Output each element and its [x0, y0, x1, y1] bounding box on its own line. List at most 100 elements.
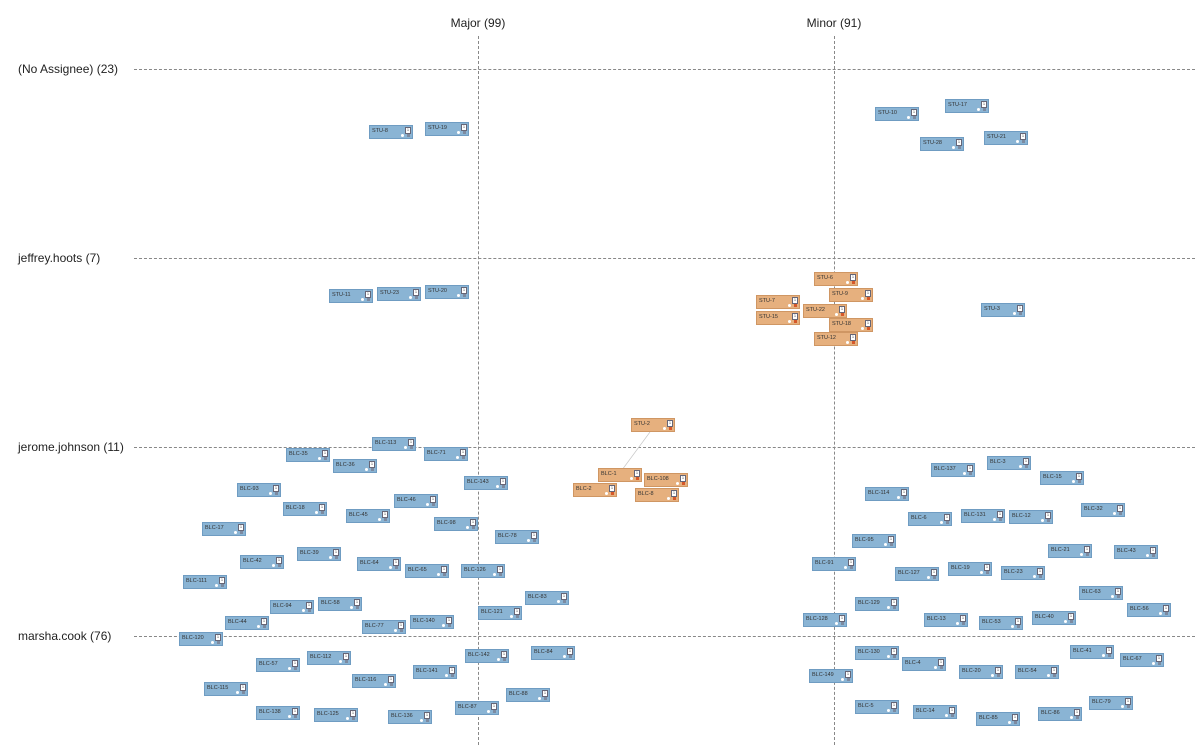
issue-card[interactable]: BLC-63 1	[1079, 586, 1123, 600]
issue-card[interactable]: BLC-121 1	[478, 606, 522, 620]
issue-card[interactable]: BLC-17 1	[202, 522, 246, 536]
issue-card[interactable]: BLC-83 1	[525, 591, 569, 605]
issue-card[interactable]: BLC-115 1	[204, 682, 248, 696]
issue-card[interactable]: BLC-12 1	[1009, 510, 1053, 524]
row-label-marsha-cook[interactable]: marsha.cook (76)	[18, 629, 116, 643]
issue-card[interactable]: STU-28 1	[920, 137, 964, 151]
issue-card[interactable]: BLC-32 1	[1081, 503, 1125, 517]
issue-card[interactable]: BLC-120 1	[179, 632, 223, 646]
issue-card[interactable]: BLC-130 1	[855, 646, 899, 660]
issue-card[interactable]: BLC-45 1	[346, 509, 390, 523]
issue-card[interactable]: BLC-77 1	[362, 620, 406, 634]
issue-card[interactable]: BLC-41 1	[1070, 645, 1114, 659]
column-header-major[interactable]: Major (99)	[450, 16, 506, 30]
issue-card[interactable]: STU-19 1	[425, 122, 469, 136]
issue-card[interactable]: BLC-86 1	[1038, 707, 1082, 721]
issue-card[interactable]: BLC-40 1	[1032, 611, 1076, 625]
issue-card[interactable]: BLC-8 1	[635, 488, 679, 502]
issue-card[interactable]: BLC-42 1	[240, 555, 284, 569]
issue-card[interactable]: BLC-116 1	[352, 674, 396, 688]
issue-card[interactable]: BLC-94 1	[270, 600, 314, 614]
issue-card[interactable]: BLC-114 1	[865, 487, 909, 501]
issue-card[interactable]: BLC-56 1	[1127, 603, 1171, 617]
issue-card[interactable]: STU-23 1	[377, 287, 421, 301]
issue-card[interactable]: BLC-138 1	[256, 706, 300, 720]
issue-card[interactable]: BLC-112 1	[307, 651, 351, 665]
issue-card[interactable]: BLC-1 1	[598, 468, 642, 482]
issue-card[interactable]: BLC-143 1	[464, 476, 508, 490]
issue-card[interactable]: BLC-67 1	[1120, 653, 1164, 667]
issue-card[interactable]: BLC-141 1	[413, 665, 457, 679]
issue-card[interactable]: STU-8 1	[369, 125, 413, 139]
issue-card[interactable]: STU-21 1	[984, 131, 1028, 145]
issue-card[interactable]: BLC-43 1	[1114, 545, 1158, 559]
issue-card[interactable]: BLC-2 1	[573, 483, 617, 497]
column-header-minor[interactable]: Minor (91)	[806, 16, 862, 30]
issue-card[interactable]: BLC-79 1	[1089, 696, 1133, 710]
issue-card[interactable]: STU-2 1	[631, 418, 675, 432]
issue-card[interactable]: BLC-128 1	[803, 613, 847, 627]
issue-card[interactable]: BLC-111 1	[183, 575, 227, 589]
issue-card[interactable]: BLC-71 1	[424, 447, 468, 461]
issue-card[interactable]: BLC-142 1	[465, 649, 509, 663]
issue-card[interactable]: STU-7 1	[756, 295, 800, 309]
issue-card[interactable]: BLC-46 1	[394, 494, 438, 508]
issue-card[interactable]: BLC-65 1	[405, 564, 449, 578]
issue-card[interactable]: BLC-136 1	[388, 710, 432, 724]
issue-card[interactable]: BLC-53 1	[979, 616, 1023, 630]
issue-card[interactable]: BLC-129 1	[855, 597, 899, 611]
issue-card[interactable]: BLC-140 1	[410, 615, 454, 629]
issue-card[interactable]: STU-22 1	[803, 304, 847, 318]
issue-card[interactable]: BLC-98 1	[434, 517, 478, 531]
issue-card[interactable]: BLC-44 1	[225, 616, 269, 630]
issue-card[interactable]: BLC-126 1	[461, 564, 505, 578]
issue-card[interactable]: BLC-5 1	[855, 700, 899, 714]
issue-card[interactable]: STU-3 1	[981, 303, 1025, 317]
issue-card[interactable]: STU-20 1	[425, 285, 469, 299]
issue-card[interactable]: STU-11 1	[329, 289, 373, 303]
issue-card[interactable]: BLC-6 1	[908, 512, 952, 526]
issue-card[interactable]: BLC-91 1	[812, 557, 856, 571]
issue-card[interactable]: BLC-3 1	[987, 456, 1031, 470]
issue-card[interactable]: BLC-54 1	[1015, 665, 1059, 679]
issue-card[interactable]: BLC-35 1	[286, 448, 330, 462]
issue-card[interactable]: BLC-19 1	[948, 562, 992, 576]
issue-card[interactable]: BLC-137 1	[931, 463, 975, 477]
issue-card[interactable]: BLC-131 1	[961, 509, 1005, 523]
issue-card[interactable]: STU-18 1	[829, 318, 873, 332]
issue-card[interactable]: BLC-15 1	[1040, 471, 1084, 485]
issue-card[interactable]: BLC-84 1	[531, 646, 575, 660]
issue-card[interactable]: STU-12 1	[814, 332, 858, 346]
issue-card[interactable]: BLC-39 1	[297, 547, 341, 561]
issue-card[interactable]: STU-6 1	[814, 272, 858, 286]
issue-card[interactable]: STU-15 1	[756, 311, 800, 325]
issue-card[interactable]: BLC-125 1	[314, 708, 358, 722]
issue-card[interactable]: BLC-93 1	[237, 483, 281, 497]
issue-card[interactable]: STU-10 1	[875, 107, 919, 121]
issue-card[interactable]: BLC-23 1	[1001, 566, 1045, 580]
issue-card[interactable]: BLC-21 1	[1048, 544, 1092, 558]
issue-card[interactable]: BLC-13 1	[924, 613, 968, 627]
issue-card[interactable]: BLC-14 1	[913, 705, 957, 719]
issue-card[interactable]: BLC-149 1	[809, 669, 853, 683]
row-label-jerome-johnson[interactable]: jerome.johnson (11)	[18, 440, 128, 454]
issue-card[interactable]: BLC-78 1	[495, 530, 539, 544]
issue-card[interactable]: STU-9 1	[829, 288, 873, 302]
issue-card[interactable]: BLC-95 1	[852, 534, 896, 548]
issue-card[interactable]: BLC-20 1	[959, 665, 1003, 679]
issue-card[interactable]: BLC-127 1	[895, 567, 939, 581]
row-label-no-assignee[interactable]: (No Assignee) (23)	[18, 62, 123, 76]
issue-card[interactable]: BLC-108 1	[644, 473, 688, 487]
issue-card[interactable]: BLC-85 1	[976, 712, 1020, 726]
issue-card[interactable]: BLC-88 1	[506, 688, 550, 702]
issue-card[interactable]: BLC-4 1	[902, 657, 946, 671]
issue-card[interactable]: BLC-64 1	[357, 557, 401, 571]
issue-card[interactable]: BLC-113 1	[372, 437, 416, 451]
issue-card[interactable]: STU-17 1	[945, 99, 989, 113]
issue-card[interactable]: BLC-18 1	[283, 502, 327, 516]
issue-card[interactable]: BLC-36 1	[333, 459, 377, 473]
issue-card[interactable]: BLC-57 1	[256, 658, 300, 672]
row-label-jeffrey-hoots[interactable]: jeffrey.hoots (7)	[18, 251, 105, 265]
issue-card[interactable]: BLC-58 1	[318, 597, 362, 611]
issue-card[interactable]: BLC-87 1	[455, 701, 499, 715]
